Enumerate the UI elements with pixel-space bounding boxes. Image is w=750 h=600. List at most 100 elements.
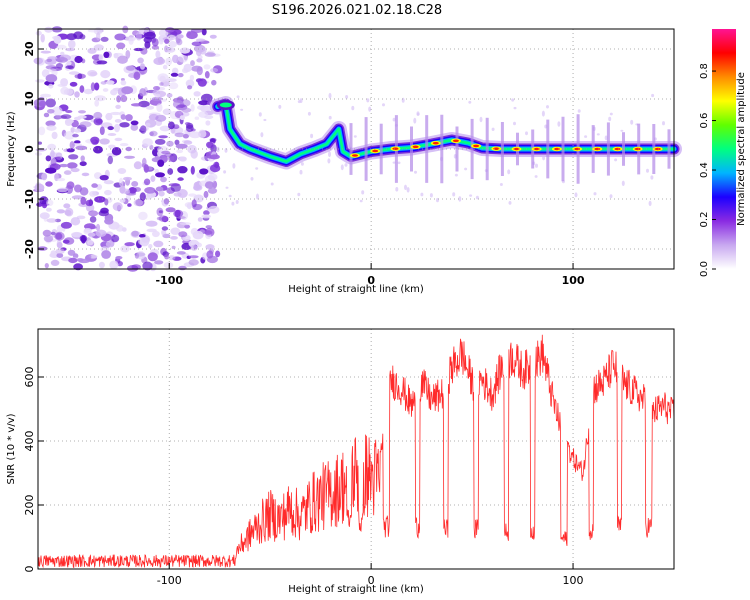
noise-blob bbox=[54, 231, 65, 241]
noise-blob bbox=[68, 39, 76, 49]
noise-blob bbox=[118, 177, 124, 187]
noise-blob bbox=[113, 52, 124, 56]
noise-blob bbox=[45, 98, 56, 108]
noise-speck bbox=[232, 163, 236, 169]
noise-blob bbox=[104, 189, 112, 196]
ridge-hotspot-core bbox=[392, 147, 399, 150]
noise-blob bbox=[50, 259, 60, 266]
noise-blob bbox=[134, 252, 139, 259]
noise-blob bbox=[125, 50, 131, 59]
noise-blob bbox=[45, 167, 57, 174]
noise-blob bbox=[158, 135, 168, 139]
noise-speck bbox=[574, 192, 578, 198]
noise-blob bbox=[133, 47, 144, 52]
noise-blob bbox=[177, 73, 184, 78]
noise-blob bbox=[105, 240, 115, 248]
noise-speck bbox=[621, 180, 625, 186]
noise-speck bbox=[300, 162, 304, 166]
noise-blob bbox=[48, 83, 54, 89]
noise-blob bbox=[110, 89, 118, 96]
noise-blob bbox=[34, 183, 45, 192]
noise-blob bbox=[155, 50, 161, 59]
noise-blob bbox=[40, 33, 45, 43]
noise-blob bbox=[41, 172, 48, 181]
noise-blob bbox=[70, 127, 75, 133]
noise-blob bbox=[145, 220, 158, 227]
noise-blob bbox=[156, 103, 163, 112]
noise-speck bbox=[225, 186, 229, 189]
noise-speck bbox=[609, 194, 613, 199]
noise-blob bbox=[124, 155, 135, 159]
noise-blob bbox=[159, 75, 166, 83]
noise-speck bbox=[404, 184, 407, 190]
noise-blob bbox=[103, 51, 110, 58]
noise-blob bbox=[38, 126, 46, 136]
noise-blob bbox=[139, 192, 146, 202]
noise-blob bbox=[123, 176, 132, 181]
noise-blob bbox=[204, 71, 210, 79]
noise-blob bbox=[148, 189, 155, 194]
snr-series-line bbox=[37, 334, 675, 569]
noise-speck bbox=[491, 127, 495, 131]
noise-blob bbox=[143, 164, 149, 173]
y-tick-label: 10 bbox=[23, 91, 36, 107]
noise-blob bbox=[204, 230, 213, 235]
noise-speck bbox=[468, 100, 472, 104]
noise-speck bbox=[593, 192, 597, 196]
ridge-hotspot-core bbox=[432, 141, 439, 145]
noise-blob bbox=[94, 95, 106, 102]
noise-blob bbox=[194, 116, 200, 120]
noise-blob bbox=[127, 203, 132, 207]
noise-speck bbox=[499, 183, 503, 186]
noise-blob bbox=[186, 203, 192, 210]
noise-blob bbox=[209, 154, 220, 160]
noise-blob bbox=[196, 58, 203, 63]
noise-blob bbox=[74, 140, 81, 144]
noise-speck bbox=[420, 192, 424, 197]
noise-blob bbox=[44, 26, 53, 33]
noise-blob bbox=[125, 114, 133, 122]
chart-title: S196.2026.021.02.18.C28 bbox=[272, 3, 442, 18]
colorbar-label: Normalized spectral amplitude bbox=[736, 72, 747, 226]
noise-blob bbox=[93, 111, 103, 120]
noise-speck bbox=[525, 131, 528, 136]
noise-blob bbox=[127, 265, 139, 272]
noise-speck bbox=[458, 196, 462, 202]
noise-blob bbox=[178, 231, 188, 238]
noise-speck bbox=[328, 115, 332, 120]
noise-blob bbox=[143, 178, 151, 186]
y-tick-label: 0 bbox=[23, 566, 36, 573]
noise-blob bbox=[120, 245, 130, 253]
noise-blob bbox=[163, 198, 170, 205]
noise-blob bbox=[125, 146, 132, 152]
noise-blob bbox=[93, 145, 103, 154]
noise-speck bbox=[392, 117, 396, 122]
noise-blob bbox=[88, 210, 99, 217]
noise-blob bbox=[147, 252, 158, 262]
noise-blob bbox=[139, 234, 146, 238]
noise-blob bbox=[81, 172, 90, 177]
noise-blob bbox=[56, 253, 64, 258]
noise-blob bbox=[197, 105, 206, 110]
noise-blob bbox=[38, 100, 47, 107]
noise-blob bbox=[191, 41, 202, 47]
noise-blob bbox=[165, 27, 175, 33]
noise-blob bbox=[79, 161, 87, 167]
noise-blob bbox=[114, 119, 122, 123]
noise-blob bbox=[162, 64, 168, 70]
noise-blob bbox=[153, 86, 160, 91]
noise-blob bbox=[176, 216, 186, 219]
noise-blob bbox=[114, 137, 123, 142]
noise-speck bbox=[299, 169, 303, 175]
noise-blob bbox=[60, 51, 65, 56]
noise-speck bbox=[513, 106, 517, 110]
noise-blob bbox=[201, 214, 211, 219]
noise-blob bbox=[66, 148, 75, 153]
noise-blob bbox=[46, 218, 57, 223]
noise-speck bbox=[297, 192, 301, 197]
noise-blob bbox=[155, 186, 164, 192]
noise-blob bbox=[110, 111, 122, 116]
noise-blob bbox=[186, 31, 198, 40]
noise-blob bbox=[64, 131, 75, 140]
